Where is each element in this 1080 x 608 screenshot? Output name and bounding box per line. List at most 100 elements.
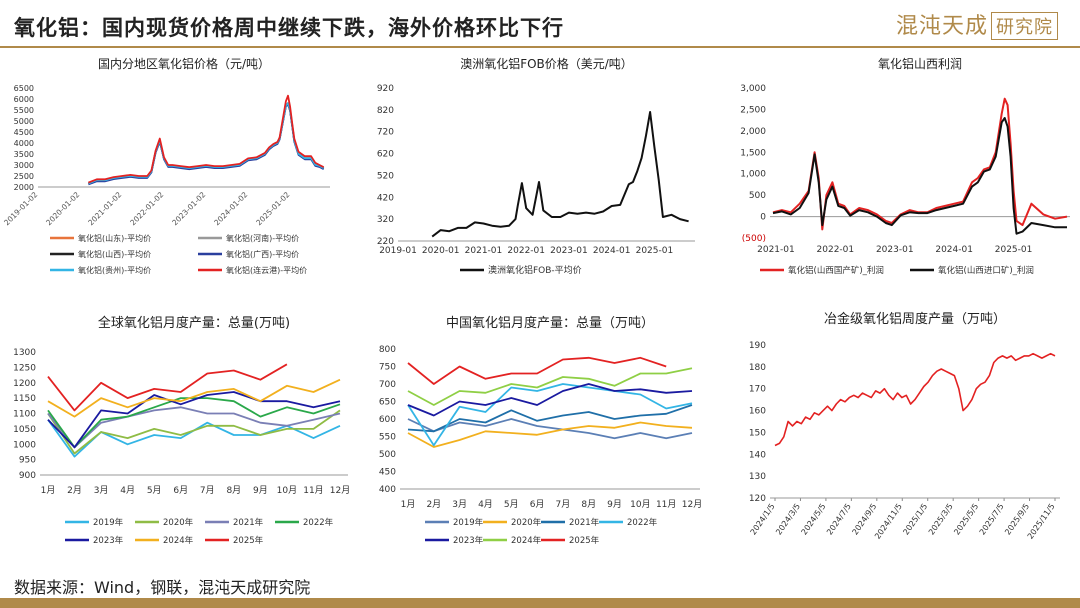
legend-label: 2024年 — [511, 535, 542, 546]
series-line — [88, 94, 325, 184]
x-tick-label: 3月 — [452, 499, 467, 510]
y-tick-label: 130 — [749, 472, 766, 482]
y-tick-label: 220 — [377, 237, 394, 247]
y-tick-label: 400 — [379, 485, 396, 495]
series-line — [88, 102, 325, 185]
x-tick-label: 11月 — [656, 499, 676, 510]
x-tick-label: 2022-01 — [817, 245, 855, 255]
x-tick-label: 10月 — [277, 485, 297, 496]
series-line — [407, 383, 693, 417]
brand-logo: 混沌天成 研究院 — [896, 8, 1058, 40]
y-tick-label: 320 — [377, 215, 394, 225]
x-tick-label: 2021-01 — [757, 245, 795, 255]
x-tick-label: 2025/9/5 — [1003, 502, 1031, 537]
x-tick-label: 4月 — [120, 485, 135, 496]
chart-global-output: 全球氧化铝月度产量：总量(万吨) 900 950 1000 1050 1100 1150 12… — [13, 315, 350, 546]
legend-label: 2023年 — [453, 535, 484, 546]
y-tick-label: 820 — [377, 106, 394, 116]
x-tick-label: 6月 — [530, 499, 545, 510]
legend-label: 2019年 — [93, 517, 124, 528]
series-line — [47, 391, 341, 449]
x-tick-label: 6月 — [173, 485, 188, 496]
y-tick-label: 1300 — [13, 348, 36, 358]
series-line — [47, 378, 341, 418]
title-divider — [0, 46, 1080, 48]
x-tick-label: 12月 — [330, 485, 350, 496]
y-tick-label: 1050 — [13, 425, 36, 435]
legend-label: 2020年 — [163, 517, 194, 528]
x-tick-label: 2025-01 — [636, 246, 674, 256]
x-tick-label: 2020-01 — [422, 246, 460, 256]
x-tick-label: 5月 — [147, 485, 162, 496]
x-tick-label: 8月 — [226, 485, 241, 496]
chart-title: 中国氧化铝月度产量：总量（万吨） — [446, 315, 654, 331]
x-tick-label: 1月 — [401, 499, 416, 510]
legend-label: 2020年 — [511, 517, 542, 528]
y-tick-label: 900 — [19, 471, 36, 481]
y-tick-label: 4500 — [14, 128, 34, 137]
legend-label: 2021年 — [569, 517, 600, 528]
x-tick-label: 3月 — [94, 485, 109, 496]
series-line — [407, 356, 667, 385]
x-tick-label: 1月 — [41, 485, 56, 496]
legend-label: 2022年 — [303, 517, 334, 528]
series-line — [407, 383, 693, 447]
y-tick-label: 190 — [749, 341, 766, 351]
x-tick-label: 2025-01 — [995, 245, 1033, 255]
y-tick-label: 2500 — [14, 172, 34, 181]
y-tick-label: (500) — [742, 234, 766, 244]
x-tick-label: 7月 — [200, 485, 215, 496]
series-line — [47, 406, 341, 449]
x-tick-label: 2025/1/5 — [901, 502, 929, 537]
series-line — [407, 404, 693, 433]
legend-label: 氧化铝(广西)-平均价 — [226, 249, 299, 259]
x-tick-label: 9月 — [253, 485, 268, 496]
legend-label: 氧化铝(河南)-平均价 — [226, 233, 299, 243]
legend-label: 2025年 — [233, 535, 264, 546]
chart-title: 氧化铝山西利润 — [878, 56, 962, 71]
legend-label: 2019年 — [453, 517, 484, 528]
series-line — [774, 352, 1056, 447]
y-tick-label: 2,000 — [740, 127, 766, 137]
y-tick-label: 620 — [377, 150, 394, 160]
y-tick-label: 450 — [379, 468, 396, 478]
y-tick-label: 750 — [379, 363, 396, 373]
x-tick-label: 2月 — [67, 485, 82, 496]
y-tick-label: 0 — [760, 213, 766, 223]
chart-fob-price: 澳洲氧化铝FOB价格（美元/吨） 220 320 420 520 620 720 820 920… — [377, 56, 695, 276]
y-tick-label: 500 — [749, 191, 766, 201]
x-tick-label: 2024/9/5 — [850, 502, 878, 537]
x-tick-label: 2023-01 — [876, 245, 914, 255]
data-source: 数据来源：Wind，钢联，混沌天成研究院 — [14, 578, 311, 597]
series-line — [407, 418, 693, 440]
y-tick-label: 800 — [379, 345, 396, 355]
x-tick-label: 2月 — [426, 499, 441, 510]
chart-title: 澳洲氧化铝FOB价格（美元/吨） — [460, 56, 633, 71]
y-tick-label: 180 — [749, 363, 766, 373]
y-tick-label: 140 — [749, 450, 766, 460]
y-tick-label: 920 — [377, 84, 394, 94]
series-line — [88, 102, 325, 185]
x-tick-label: 5月 — [504, 499, 519, 510]
x-tick-label: 2025/3/5 — [927, 502, 955, 537]
legend-label: 2024年 — [163, 535, 194, 546]
series-line — [88, 103, 325, 186]
chart-china-output: 中国氧化铝月度产量：总量（万吨） 400 450 500 550 600 650 700 750… — [379, 315, 702, 546]
series-line — [407, 367, 693, 406]
chart-domestic-price: 国内分地区氧化铝价格（元/吨） 2000 2500 3000 3500 4000 4500 5… — [2, 56, 330, 275]
x-tick-label: 2024-01-02 — [212, 190, 249, 227]
y-tick-label: 150 — [749, 428, 766, 438]
series-line — [88, 102, 325, 185]
y-tick-label: 550 — [379, 433, 396, 443]
chart-title: 冶金级氧化铝周度产量（万吨） — [824, 311, 1006, 327]
y-tick-label: 5000 — [14, 117, 34, 126]
y-tick-label: 1150 — [13, 394, 36, 404]
x-tick-label: 2025/5/5 — [952, 502, 980, 537]
y-tick-label: 1,000 — [740, 170, 766, 180]
y-tick-label: 120 — [749, 494, 766, 504]
chart-title: 全球氧化铝月度产量：总量(万吨) — [98, 315, 290, 331]
x-tick-label: 2024/1/5 — [749, 502, 777, 537]
y-tick-label: 420 — [377, 193, 394, 203]
y-tick-label: 2,500 — [740, 105, 766, 115]
logo-box-text: 研究院 — [991, 12, 1058, 40]
